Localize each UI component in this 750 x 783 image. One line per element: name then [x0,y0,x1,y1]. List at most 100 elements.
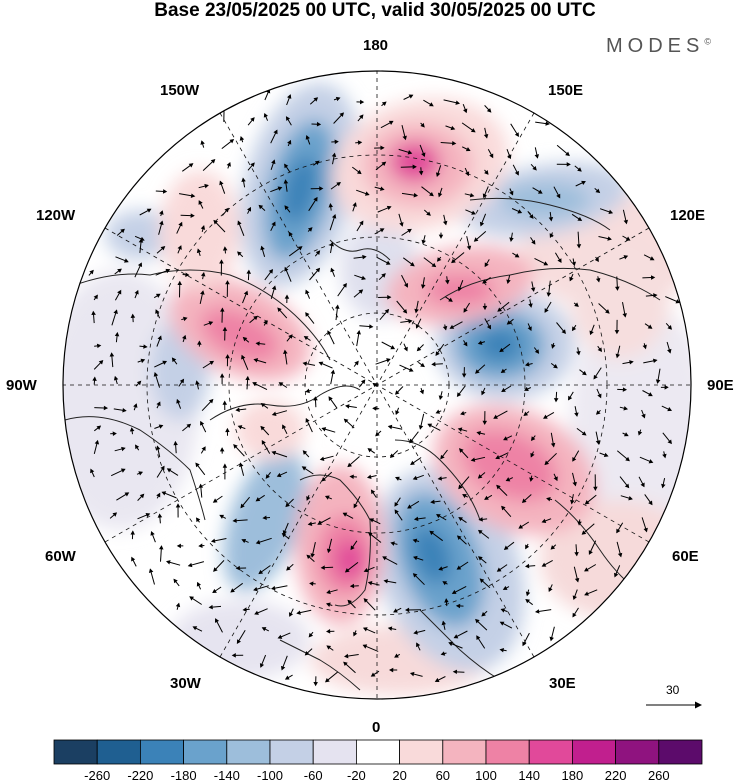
wind-vector-head [503,436,508,441]
wind-vector-head [449,324,455,329]
wind-vector-head [313,396,318,401]
wind-vector-head [623,432,629,437]
wind-vector-head [482,279,487,284]
wind-vector-head [273,129,278,135]
wind-vector-head [209,360,215,365]
map-border [62,70,692,700]
wind-vector-head [394,509,399,515]
wind-vector-head [435,351,440,356]
wind-vector-head [455,100,461,105]
wind-vector-head [470,457,476,462]
wind-vector-head [250,162,255,168]
wind-vector-head [200,290,205,295]
wind-vector-head [287,94,292,99]
wind-vector-head [195,380,200,385]
wind-vector-head [103,405,109,411]
colorbar-swatch [139,739,184,765]
wind-vector-head [462,494,467,499]
wind-vector-head [453,634,459,639]
wind-vector-head [195,462,200,468]
wind-vector-head [284,163,289,169]
wind-vector-head [430,499,435,505]
wind-vector-head [527,326,532,332]
wind-vector-head [271,450,277,456]
wind-vector-head [319,186,324,191]
wind-vector-head [499,647,505,653]
wind-vector-head [402,135,407,141]
wind-vector-head [196,581,201,587]
wind-vector-head [475,369,480,374]
wind-vector-head [173,578,178,584]
wind-vector-head [496,484,501,490]
wind-vector-head [212,588,217,594]
wind-vector-head [664,385,669,390]
wind-vector-head [416,642,421,648]
colorbar-swatch [183,739,228,765]
wind-vector-head [429,102,434,107]
wind-vector-head [306,496,311,501]
wind-vector-head [501,387,506,393]
wind-vector-head [652,358,658,364]
wind-vector-head [581,530,587,535]
wind-vector-head [113,309,118,315]
wind-vector-head [282,424,287,430]
wind-vector-head [226,162,231,167]
wind-vector-head [235,407,240,413]
wind-vector-head [404,607,410,613]
wind-vector-head [418,170,424,176]
wind-vector-head [648,459,654,464]
wind-vector-head [319,456,325,462]
wind-vector-head [530,436,536,442]
wind-vector-head [302,450,308,455]
wind-vector-head [402,308,408,314]
wind-vector-head [649,256,655,261]
colorbar-swatch [53,739,98,765]
wind-vector-head [387,626,393,631]
wind-vector-head [325,629,331,634]
wind-vector-head [253,315,258,321]
wind-vector-head [530,452,535,458]
wind-vector-head [328,396,333,402]
wind-vector-head [382,556,387,561]
wind-vector-head [505,477,511,482]
wind-vector-head [525,544,530,550]
wind-vector-head [305,312,310,317]
wind-vector-head [603,452,609,458]
wind-vector-head [452,669,458,675]
wind-vector-head [390,345,396,350]
wind-vector-head [288,612,294,617]
wind-vector-head [239,136,245,141]
wind-vector-head [166,560,171,565]
colorbar-tick-label: -180 [170,768,197,783]
wind-vector-head [648,392,653,397]
wind-vector-head [624,483,630,489]
wind-vector-head [413,516,419,522]
wind-vector-head [176,543,181,549]
wind-vector-head [347,599,352,605]
wind-vector-head [647,324,653,329]
wind-vector-head [160,245,166,251]
wind-vector-head [225,280,230,285]
wind-vector-head [544,460,550,466]
wind-vector-head [523,411,529,417]
wind-vector-head [262,515,267,520]
wind-vector-head [284,294,290,299]
wind-vector-head [136,380,142,386]
wind-vector-head [335,96,341,102]
wind-vector-head [358,289,364,294]
wind-vector-head [408,319,413,324]
wind-vector-head [481,390,486,396]
wind-vector-head [458,448,464,453]
wind-vector-head [133,403,138,408]
wind-vector-head [261,439,266,445]
wind-vector-head [124,492,130,497]
wind-vector-head [514,132,519,137]
wind-vector-head [159,545,164,550]
wind-vector-head [667,348,672,354]
wind-vector-head [565,151,570,157]
wind-vector-head [347,462,353,468]
wind-vector-head [166,468,172,473]
lon-label-90e: 90E [707,377,734,394]
wind-vector-head [581,431,587,436]
wind-vector-head [431,262,437,268]
